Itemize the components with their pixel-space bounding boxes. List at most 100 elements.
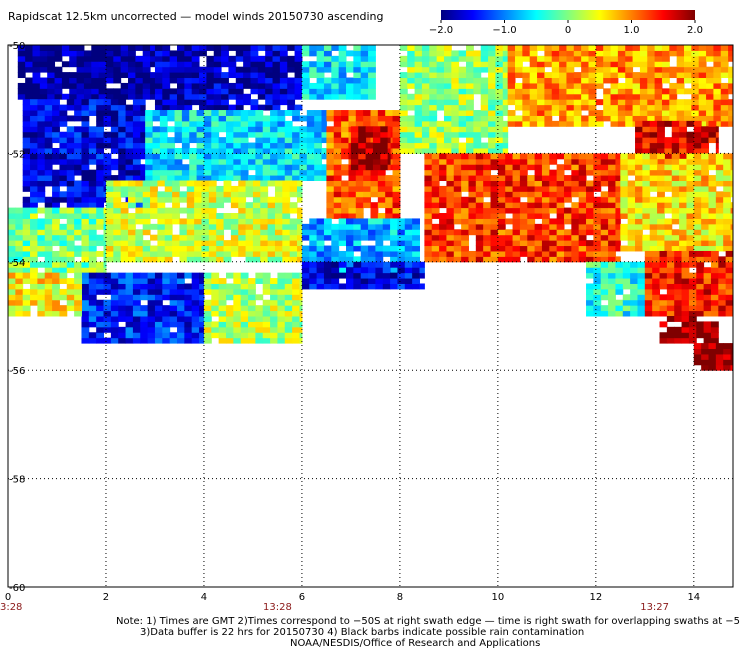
heatmap-cell: [289, 180, 298, 187]
heatmap-cell: [270, 321, 278, 328]
heatmap-cell: [431, 245, 440, 252]
heatmap-cell: [600, 305, 609, 312]
heatmap-cell: [270, 120, 278, 127]
heatmap-cell: [507, 82, 516, 89]
heatmap-cell: [316, 245, 325, 252]
heatmap-cell: [348, 120, 357, 127]
heatmap-cell: [83, 88, 92, 95]
heatmap-cell: [639, 93, 648, 100]
heatmap-cell: [387, 164, 391, 171]
heatmap-cell: [414, 82, 423, 89]
heatmap-cell: [676, 104, 685, 111]
heatmap-cell: [600, 202, 609, 209]
heatmap-cell: [292, 288, 300, 295]
heatmap-cell: [225, 169, 234, 176]
heatmap-cell: [556, 256, 565, 263]
heatmap-cell: [233, 332, 242, 339]
heatmap-cell: [74, 207, 82, 214]
heatmap-cell: [140, 294, 149, 301]
heatmap-cell: [44, 245, 53, 252]
heatmap-cell: [150, 93, 156, 100]
heatmap-cell: [22, 131, 31, 138]
heatmap-cell: [125, 299, 134, 306]
heatmap-cell: [390, 223, 398, 230]
heatmap-cell: [88, 321, 97, 328]
heatmap-cell: [243, 93, 251, 100]
heatmap-cell: [429, 77, 438, 84]
heatmap-cell: [502, 50, 509, 57]
heatmap-cell: [66, 207, 75, 214]
heatmap-cell: [573, 72, 582, 79]
heatmap-cell: [573, 120, 582, 127]
heatmap-cell: [610, 88, 619, 95]
heatmap-cell: [652, 288, 661, 295]
heatmap-cell: [728, 45, 734, 51]
heatmap-cell: [431, 185, 440, 192]
heatmap-cell: [120, 55, 129, 62]
heatmap-cell: [544, 82, 553, 89]
y-tick-label: -60: [9, 583, 25, 594]
heatmap-cell: [15, 223, 24, 230]
heatmap-cell: [96, 180, 105, 187]
heatmap-cell: [730, 175, 734, 181]
heatmap-cell: [52, 278, 60, 284]
heatmap-cell: [184, 61, 193, 68]
heatmap-cell: [135, 88, 144, 95]
heatmap-cell: [480, 104, 489, 111]
heatmap-cell: [113, 180, 122, 187]
heatmap-cell: [184, 305, 193, 312]
heatmap-cell: [157, 218, 166, 225]
heatmap-cell: [142, 213, 151, 219]
heatmap-cell: [284, 278, 293, 284]
heatmap-cell: [625, 66, 634, 73]
heatmap-cell: [230, 229, 239, 236]
heatmap-cell: [157, 250, 166, 257]
heatmap-cell: [52, 180, 60, 187]
heatmap-cell: [512, 196, 521, 203]
heatmap-cell: [321, 147, 327, 154]
heatmap-cell: [414, 66, 423, 73]
heatmap-cell: [184, 299, 193, 306]
heatmap-cell: [162, 93, 171, 100]
heatmap-cell: [140, 115, 146, 122]
heatmap-cell: [174, 164, 183, 171]
heatmap-cell: [179, 256, 188, 263]
heatmap-cell: [233, 164, 242, 171]
heatmap-cell: [157, 256, 166, 263]
heatmap-cell: [365, 126, 374, 133]
heatmap-cell: [262, 115, 271, 122]
heatmap-cell: [216, 229, 225, 236]
heatmap-cell: [191, 66, 200, 73]
heatmap-cell: [164, 196, 173, 203]
heatmap-cell: [218, 137, 227, 144]
heatmap-cell: [74, 294, 82, 301]
heatmap-cell: [627, 207, 636, 214]
heatmap-cell: [600, 175, 609, 181]
heatmap-cell: [235, 77, 244, 84]
heatmap-cell: [647, 93, 656, 100]
heatmap-cell: [66, 223, 75, 230]
heatmap-cell: [125, 158, 134, 165]
heatmap-cell: [725, 278, 734, 284]
heatmap-cell: [22, 142, 31, 149]
heatmap-cell: [69, 45, 78, 51]
heatmap-cell: [390, 272, 398, 279]
heatmap-cell: [385, 207, 394, 214]
heatmap-cell: [693, 175, 702, 181]
heatmap-cell: [223, 185, 232, 192]
heatmap-cell: [730, 229, 734, 236]
heatmap-cell: [608, 207, 616, 214]
heatmap-cell: [191, 299, 200, 306]
heatmap-cell: [392, 169, 401, 176]
heatmap-cell: [15, 294, 24, 301]
heatmap-cell: [76, 50, 85, 57]
heatmap-cell: [713, 50, 722, 57]
heatmap-cell: [230, 185, 239, 192]
heatmap-cell: [534, 191, 543, 198]
heatmap-cell: [338, 50, 347, 57]
heatmap-cell: [218, 305, 227, 312]
heatmap-cell: [96, 153, 105, 160]
heatmap-cell: [571, 218, 580, 225]
heatmap-cell: [368, 93, 376, 100]
heatmap-cell: [664, 120, 673, 127]
